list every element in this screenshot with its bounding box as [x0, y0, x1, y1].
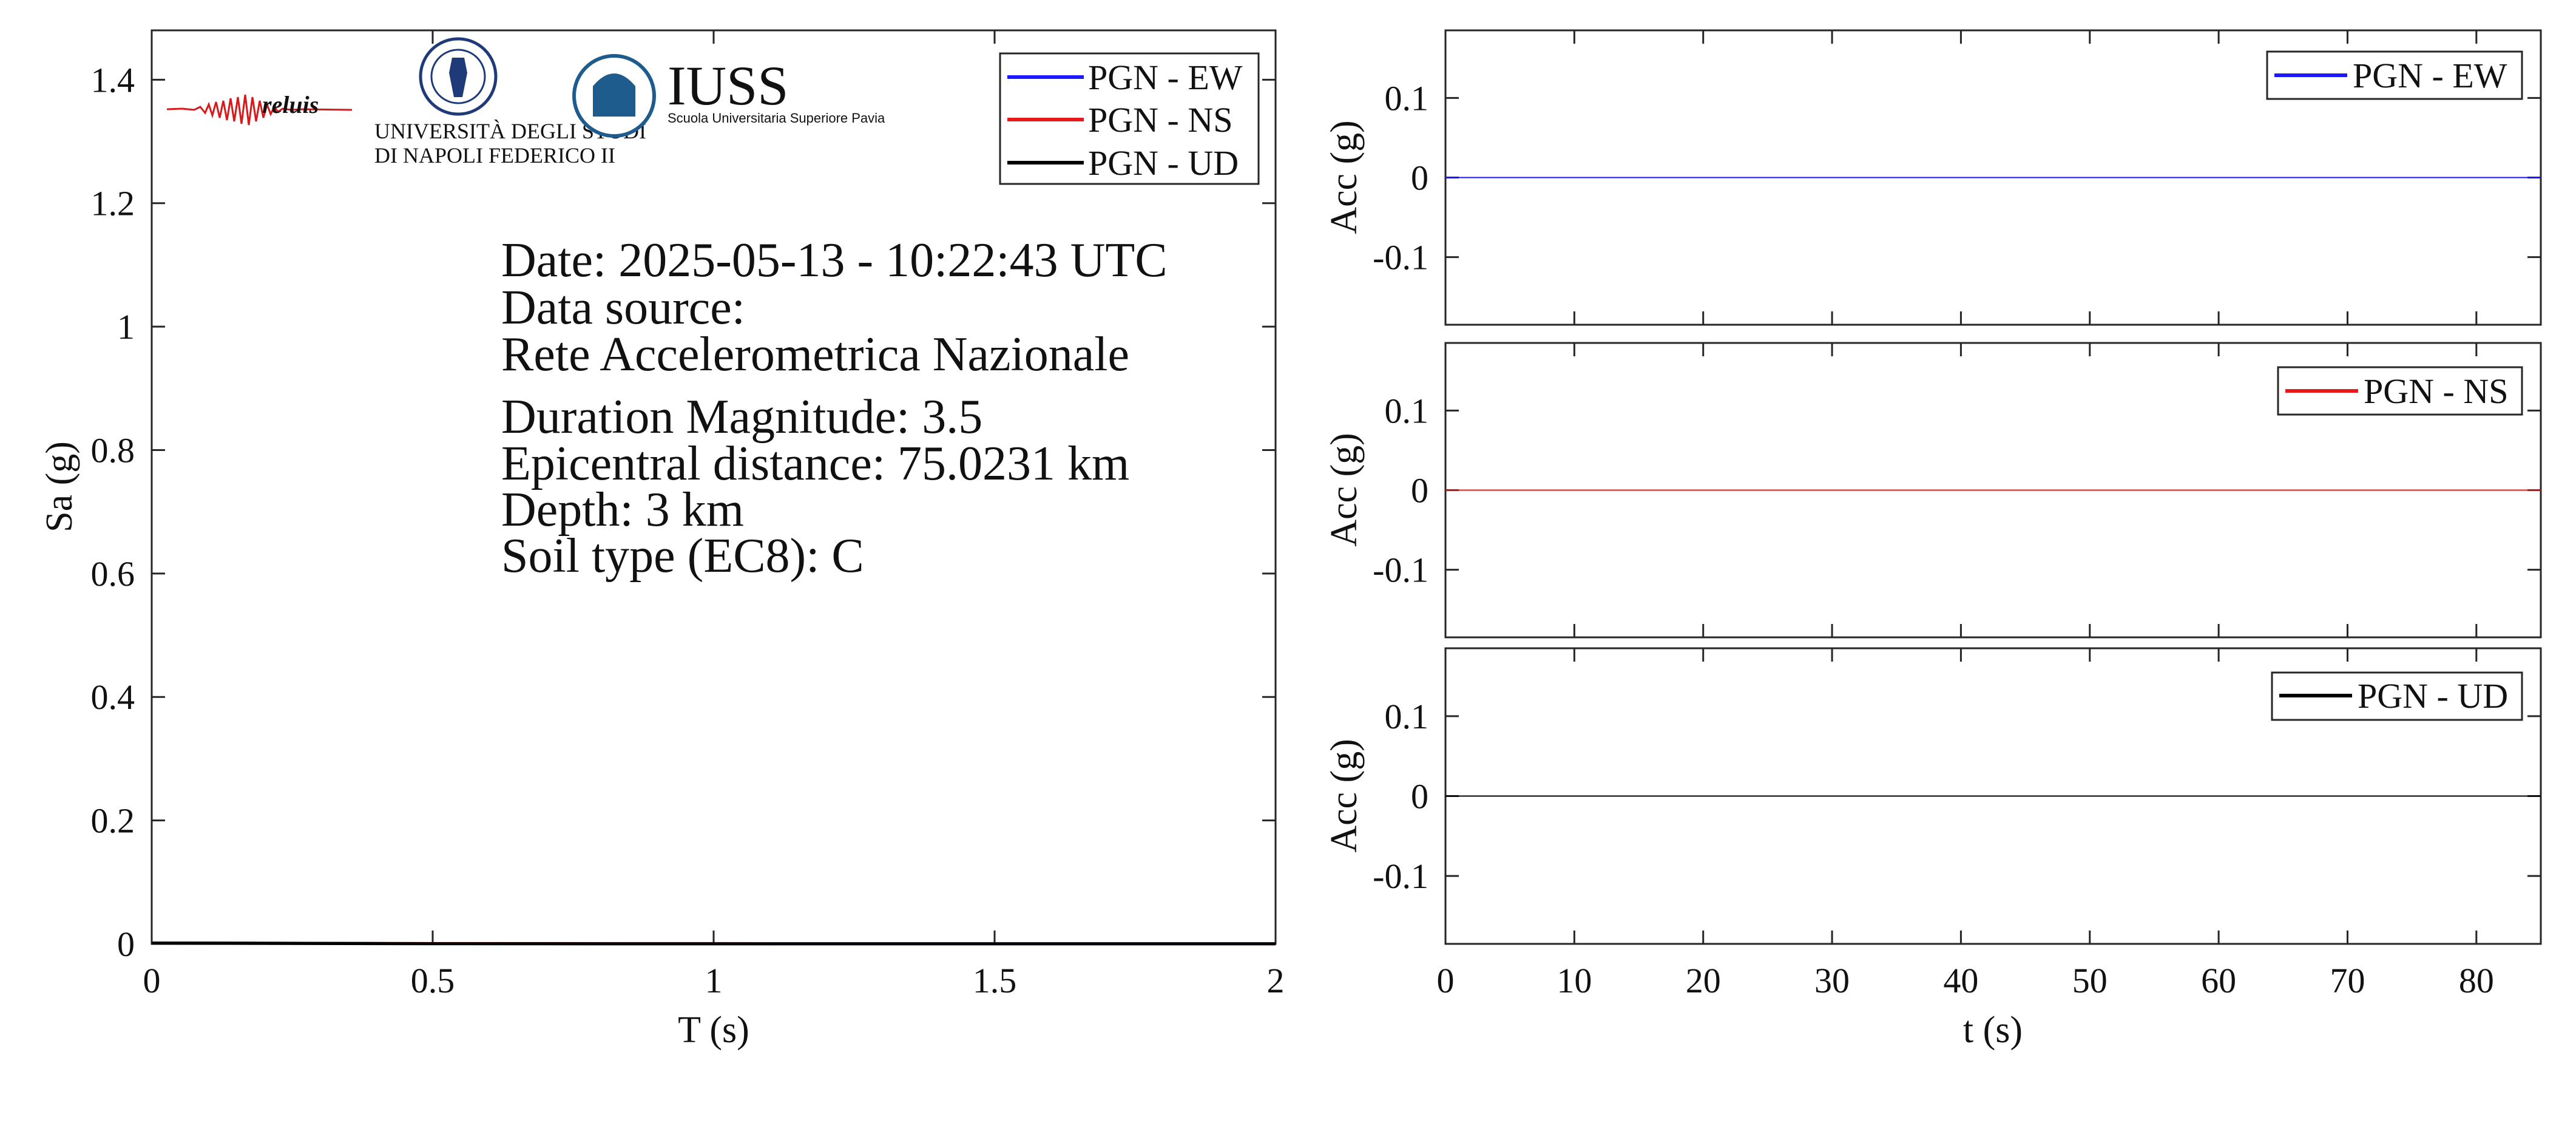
unina-name-line2: DI NAPOLI FEDERICO II — [374, 143, 615, 168]
acc-ns-y-axis-label: Acc (g) — [1323, 433, 1365, 547]
acc-ud-xtick-label: 0 — [1437, 961, 1455, 1000]
spectrum-ytick-label: 1.2 — [91, 184, 135, 223]
info-depth: Depth: 3 km — [501, 483, 744, 537]
acc-ns-marks: -0.1 0 0.1 — [1373, 343, 2541, 637]
acc-ns-legend: PGN - NS — [2277, 366, 2523, 416]
spectrum-xtick-label: 2 — [1267, 961, 1285, 1000]
legend-label-ns: PGN - NS — [1088, 100, 1233, 140]
acc-ew-ytick-label: 0.1 — [1385, 78, 1429, 118]
spectrum-ytick-label: 0.6 — [91, 554, 135, 594]
spectrum-ytick-label: 0 — [117, 924, 135, 964]
iuss-subtitle: Scuola Universitaria Superiore Pavia — [668, 110, 885, 126]
acc-ud-xtick-label: 80 — [2459, 961, 2494, 1000]
acc-ud-ytick-label: -0.1 — [1373, 856, 1428, 896]
acc-ud-xtick-label: 60 — [2201, 961, 2236, 1000]
spectrum-ytick-label: 0.8 — [91, 430, 135, 470]
acc-ud-legend: PGN - UD — [2271, 671, 2523, 721]
acc-ns-ytick-label: -0.1 — [1373, 551, 1428, 590]
spectrum-y-axis-label: Sa (g) — [39, 441, 80, 532]
acc-ud-chart: 0 10 20 30 40 50 60 70 80-0.100.1 Acc (g) t (s) … — [1323, 647, 2542, 1051]
spectrum-marks: 0 0.5 1 1.5 2 0 0.2 0.4 0.6 0.8 1 1.2 1.4 — [91, 30, 1285, 1000]
acc-ew-ytick-label: -0.1 — [1373, 238, 1428, 277]
acc-ud-y-axis-label: Acc (g) — [1323, 739, 1365, 853]
acc-ud-xtick-label: 50 — [2072, 961, 2108, 1000]
unina-logo: UNIVERSITÀ DEGLI STUDI DI NAPOLI FEDERIC… — [374, 37, 646, 168]
spectrum-x-axis-label: T (s) — [678, 1009, 749, 1051]
acc-ud-ytick-label: 0.1 — [1385, 697, 1429, 736]
acc-ew-ytick-label: 0 — [1411, 158, 1428, 198]
spectrum-xtick-label: 0 — [143, 961, 161, 1000]
info-data-source-label: Data source: — [501, 281, 745, 334]
acc-ud-legend-label: PGN - UD — [2358, 676, 2508, 716]
acc-ew-legend-label: PGN - EW — [2353, 56, 2507, 95]
spectrum-xtick-label: 1.5 — [973, 961, 1017, 1000]
reluis-logo: reluis — [166, 91, 353, 126]
acc-x-axis-label: t (s) — [1963, 1009, 2023, 1051]
iuss-logo: IUSS Scuola Universitaria Superiore Pavi… — [572, 54, 885, 138]
legend-label-ud: PGN - UD — [1088, 143, 1239, 183]
info-soil-type: Soil type (EC8): C — [501, 529, 864, 583]
spectrum-ytick-label: 1.4 — [91, 60, 135, 100]
reluis-wordmark: reluis — [262, 91, 319, 118]
acc-ew-y-axis-label: Acc (g) — [1323, 120, 1365, 234]
spectrum-chart: 0 0.5 1 1.5 2 0 0.2 0.4 0.6 0.8 1 1.2 1.4 T (s) Sa (… — [39, 29, 1285, 1051]
spectrum-ytick-label: 0.4 — [91, 677, 135, 717]
acc-ud-xtick-label: 20 — [1686, 961, 1721, 1000]
spectrum-xtick-label: 0.5 — [411, 961, 455, 1000]
acc-ew-marks: -0.1 0 0.1 — [1373, 30, 2541, 325]
acc-ns-ytick-label: 0.1 — [1385, 391, 1429, 430]
iuss-title: IUSS — [668, 55, 788, 117]
acc-ud-xtick-label: 40 — [1943, 961, 1978, 1000]
acc-ew-legend: PGN - EW — [2266, 50, 2523, 100]
iuss-emblem-dome — [593, 73, 635, 86]
spectrum-legend: PGN - EW PGN - NS PGN - UD — [999, 52, 1260, 185]
info-data-source: Rete Accelerometrica Nazionale — [501, 328, 1129, 381]
unina-seal-inner — [430, 49, 486, 104]
acc-ns-ytick-label: 0 — [1411, 471, 1428, 510]
spectrum-ytick-label: 1 — [117, 307, 135, 347]
spectrum-ytick-label: 0.2 — [91, 801, 135, 841]
event-info: Date: 2025-05-13 - 10:22:43 UTC Data sou… — [501, 234, 1168, 583]
acc-ud-marks: 0 10 20 30 40 50 60 70 80 -0.1 0 0.1 — [1373, 648, 2541, 1000]
acc-ud-xtick-label: 70 — [2330, 961, 2365, 1000]
acc-ud-xtick-label: 10 — [1557, 961, 1592, 1000]
spectrum-xtick-label: 1 — [705, 961, 723, 1000]
acc-ns-chart: -0.1 0 0.1 Acc (g) PGN - NS — [1323, 342, 2542, 639]
reluis-waveform — [166, 94, 353, 126]
legend-label-ew: PGN - EW — [1088, 58, 1243, 97]
info-magnitude: Duration Magnitude: 3.5 — [501, 390, 982, 444]
acc-ew-chart: -0.1 0 0.1 Acc (g) PGN - EW — [1323, 29, 2542, 326]
info-epicentral-distance: Epicentral distance: 75.0231 km — [501, 437, 1129, 490]
acc-ud-ytick-label: 0 — [1411, 777, 1428, 816]
iuss-emblem-building — [593, 86, 635, 117]
acc-ns-legend-label: PGN - NS — [2364, 371, 2509, 411]
info-date: Date: 2025-05-13 - 10:22:43 UTC — [501, 234, 1168, 287]
spectrum-series-2 — [151, 941, 1276, 946]
unina-seal-figure — [449, 58, 467, 97]
acc-ud-xtick-label: 30 — [1814, 961, 1850, 1000]
